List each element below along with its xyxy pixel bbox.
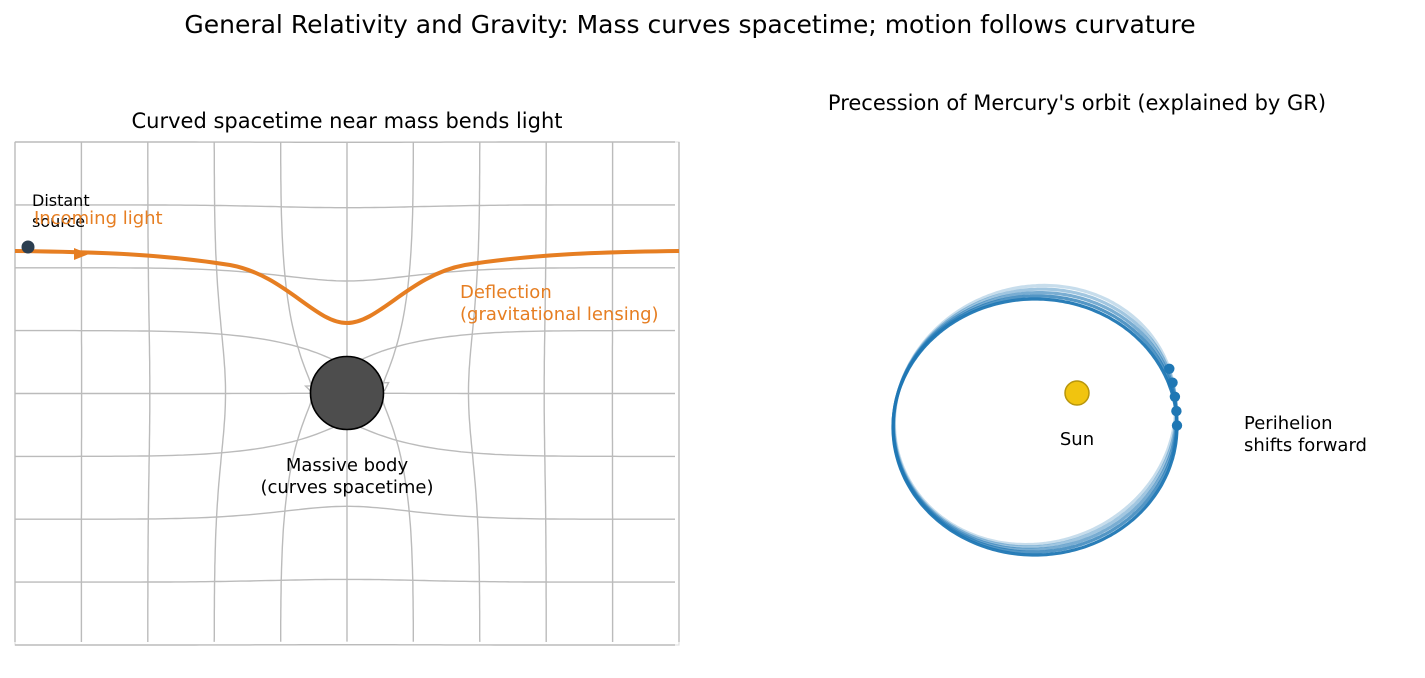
grid-line-horizontal	[15, 381, 675, 395]
perihelion-markers	[1164, 363, 1183, 431]
perihelion-dot	[1171, 420, 1183, 431]
grid-line-horizontal	[15, 505, 675, 520]
perihelion-label-line2: shifts forward	[1244, 435, 1367, 456]
sun-label: Sun	[1060, 429, 1094, 450]
orbit-path	[892, 283, 1178, 547]
distant-source-dot	[21, 240, 35, 254]
source-label-line1: Distant	[32, 191, 90, 210]
grid-line-horizontal	[15, 267, 675, 282]
mass-label-line1: Massive body	[286, 455, 409, 476]
grid-line-vertical	[213, 142, 227, 642]
grid-line-vertical	[380, 142, 414, 642]
sun	[1064, 380, 1090, 406]
perihelion-label-line1: Perihelion	[1244, 413, 1333, 434]
perihelion-dot	[1167, 377, 1178, 388]
grid-line-horizontal	[15, 578, 675, 583]
perihelion-dot	[1164, 363, 1175, 374]
grid-line-vertical	[147, 142, 151, 642]
grid-line-vertical	[543, 142, 547, 642]
deflection-label-line2: (gravitational lensing)	[460, 304, 659, 325]
incoming-light-label: Incoming light	[34, 208, 163, 229]
deflection-label-line1: Deflection	[460, 282, 552, 303]
grid-line-horizontal	[15, 204, 675, 209]
figure-title: General Relativity and Gravity: Mass cur…	[184, 10, 1196, 39]
orbit-group	[891, 283, 1179, 557]
right-panel-title: Precession of Mercury's orbit (explained…	[828, 91, 1326, 115]
mass-label-line2: (curves spacetime)	[260, 477, 433, 498]
perihelion-dot	[1169, 391, 1181, 402]
grid-line-vertical	[467, 142, 481, 642]
orbit-path	[891, 297, 1179, 557]
light-ray-path	[14, 249, 680, 326]
massive-body	[309, 355, 385, 431]
light-direction-arrow	[74, 248, 89, 260]
left-panel-title: Curved spacetime near mass bends light	[131, 109, 562, 133]
perihelion-dot	[1171, 405, 1182, 417]
grid-line-vertical	[280, 142, 314, 642]
spacetime-grid	[14, 141, 680, 646]
source-label-line2: source	[32, 212, 85, 231]
